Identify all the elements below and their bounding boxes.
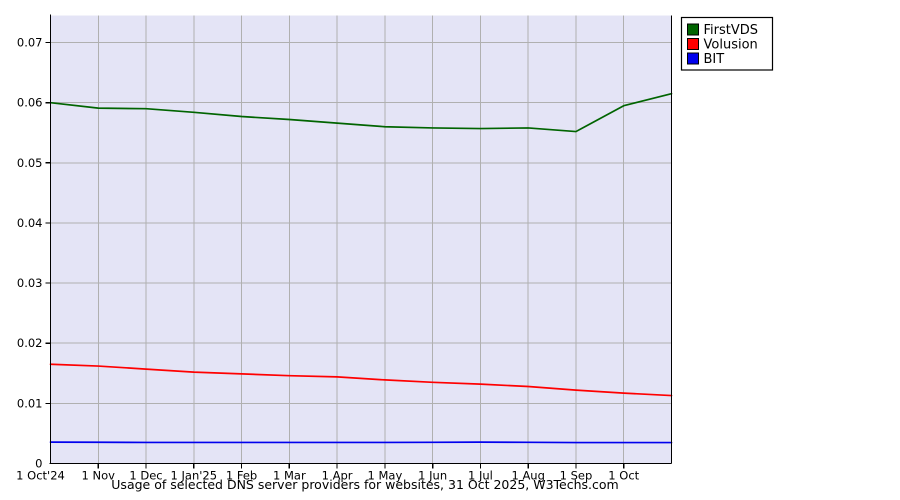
- y-axis-tick-label: 0.05: [17, 156, 43, 170]
- y-axis-tick-label: 0: [35, 457, 42, 471]
- x-axis-tick-label: 1 May: [368, 469, 403, 483]
- x-axis-tick-label: 1 Feb: [226, 469, 257, 483]
- y-axis-tick-label: 0.03: [17, 276, 43, 290]
- series-line-volusion: [49, 363, 673, 397]
- legend-swatch-firstvds: [687, 23, 699, 36]
- plot-area-background: [50, 15, 672, 464]
- x-axis-tick-label: 1 Oct: [608, 469, 639, 483]
- legend-label-bit: BIT: [704, 52, 725, 67]
- series-line-firstvds: [49, 92, 673, 133]
- x-axis-tick-label: 1 Jun: [418, 469, 447, 483]
- x-axis-tick-label: 1 Sep: [560, 469, 593, 483]
- chart-caption: Usage of selected DNS server providers f…: [111, 477, 619, 492]
- legend-swatch-volusion: [687, 38, 699, 50]
- x-axis-tick-label: 1 Dec: [129, 469, 162, 483]
- y-axis-tick-label: 0.02: [17, 336, 43, 350]
- y-axis-tick-label: 0.04: [17, 216, 43, 230]
- legend-label-volusion: Volusion: [704, 38, 758, 53]
- x-axis-tick-label: 1 Nov: [82, 469, 116, 483]
- y-axis-tick-label: 0.06: [17, 96, 43, 110]
- x-axis-tick-label: 1 Jan'25: [171, 469, 218, 483]
- x-axis-tick-label: 1 Jul: [468, 469, 493, 483]
- legend-label-firstvds: FirstVDS: [704, 23, 759, 38]
- x-axis-tick-label: 1 Mar: [273, 469, 306, 483]
- y-axis-tick-label: 0.01: [17, 396, 43, 410]
- x-axis-tick-label: 1 Oct'24: [16, 469, 65, 483]
- y-axis-tick-label: 0.07: [17, 36, 43, 50]
- legend-swatch-bit: [687, 52, 699, 65]
- x-axis-tick-label: 1 Aug: [511, 469, 544, 483]
- x-axis-tick-label: 1 Apr: [322, 469, 353, 483]
